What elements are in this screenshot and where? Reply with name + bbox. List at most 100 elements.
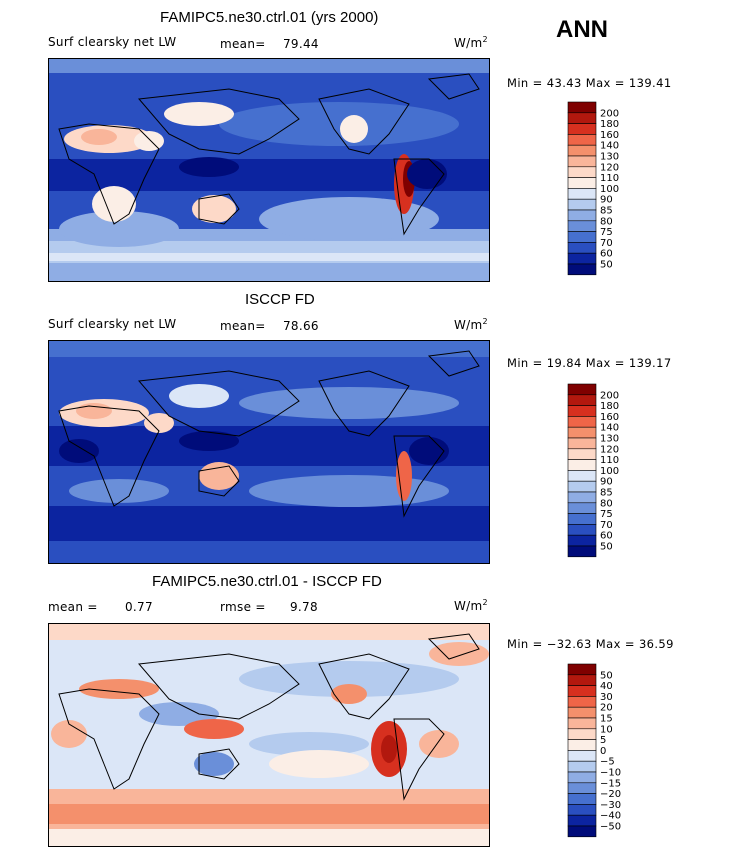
colorbar-label: 5 — [600, 735, 606, 746]
colorbar-label: 40 — [600, 681, 613, 692]
colorbar-swatch — [567, 123, 597, 135]
colorbar-label: 50 — [600, 542, 613, 553]
colorbar-label: 80 — [600, 216, 613, 227]
colorbar-swatch — [567, 188, 597, 200]
colorbar-swatch — [567, 470, 597, 482]
colorbar-swatch — [567, 739, 597, 751]
colorbar-label: 60 — [600, 531, 613, 542]
colorbar-swatch — [567, 760, 597, 773]
colorbar-swatch — [567, 459, 597, 471]
colorbar-label: 110 — [600, 173, 619, 184]
panel-mean-label: mean = — [48, 600, 98, 614]
colorbar-label: 140 — [600, 141, 619, 152]
colorbar-label: 70 — [600, 238, 613, 249]
colorbar-label: 75 — [600, 509, 613, 520]
panel-rmse-value: 9.78 — [290, 600, 318, 614]
colorbar-swatch — [567, 814, 597, 827]
colorbar-label: 160 — [600, 412, 619, 423]
panel-rmse-label: rmse = — [220, 600, 266, 614]
colorbar-label: 85 — [600, 206, 613, 217]
panel-units: W/m2 — [454, 35, 488, 50]
colorbar-label: 0 — [600, 746, 606, 757]
colorbar: 50 40 30 20 15 10 5 0 −5 −10 −15 −20 −30 −40 −50 — [567, 663, 637, 842]
colorbar-label: 130 — [600, 152, 619, 163]
colorbar-label: −30 — [600, 800, 621, 811]
colorbar-swatch — [567, 685, 597, 697]
panel-variable: Surf clearsky net LW — [48, 317, 177, 331]
colorbar-label: 85 — [600, 488, 613, 499]
colorbar-swatch — [567, 771, 597, 784]
colorbar-label: 10 — [600, 724, 613, 735]
colorbar-label: 60 — [600, 249, 613, 260]
colorbar-swatch — [567, 405, 597, 417]
colorbar-label: 180 — [600, 401, 619, 412]
map-field — [49, 624, 489, 846]
colorbar-label: 70 — [600, 520, 613, 531]
colorbar-label: 130 — [600, 434, 619, 445]
colorbar-swatch — [567, 524, 597, 536]
colorbar-swatch — [567, 545, 597, 558]
colorbar-label: 80 — [600, 498, 613, 509]
colorbar-swatch — [567, 231, 597, 243]
panel-minmax: Min = 19.84 Max = 139.17 — [507, 356, 672, 370]
colorbar-swatch — [567, 263, 597, 276]
colorbar-swatch — [567, 155, 597, 168]
colorbar-label: 120 — [600, 162, 619, 173]
colorbar-label: 30 — [600, 692, 613, 703]
panel-mean-value: 79.44 — [283, 37, 319, 51]
colorbar: 200 180 160 140 130 120 110 100 90 85 80 75 70 60 50 — [567, 383, 637, 562]
colorbar-swatch — [567, 674, 597, 686]
colorbar-label: 50 — [600, 260, 613, 271]
panel-mean-label: mean= — [220, 37, 266, 51]
colorbar-label: 140 — [600, 423, 619, 434]
colorbar-label: −15 — [600, 778, 621, 789]
panel-units: W/m2 — [454, 317, 488, 332]
colorbar-swatch — [567, 198, 597, 211]
colorbar-label: −5 — [600, 757, 615, 768]
panel-minmax: Min = −32.63 Max = 36.59 — [507, 637, 674, 651]
colorbar-label: 200 — [600, 390, 619, 401]
panel-title: FAMIPC5.ne30.ctrl.01 (yrs 2000) — [160, 9, 379, 26]
colorbar-label: 75 — [600, 227, 613, 238]
colorbar-label: 15 — [600, 714, 613, 725]
colorbar-swatch — [567, 782, 597, 794]
colorbar-swatch — [567, 793, 597, 805]
map-model — [48, 58, 490, 282]
map-diff — [48, 623, 490, 847]
colorbar-label: 100 — [600, 466, 619, 477]
colorbar-swatch — [567, 750, 597, 762]
colorbar-swatch — [567, 513, 597, 525]
colorbar-label: 200 — [600, 108, 619, 119]
colorbar-swatch — [567, 728, 597, 740]
map-field — [49, 341, 489, 563]
colorbar-swatch — [567, 112, 597, 124]
colorbar-label: 90 — [600, 195, 613, 206]
colorbar-swatch — [567, 706, 597, 719]
colorbar-label: 20 — [600, 703, 613, 714]
colorbar-swatch — [567, 480, 597, 493]
map-field — [49, 59, 489, 281]
panel-variable: Surf clearsky net LW — [48, 35, 177, 49]
panel-mean-value: 0.77 — [125, 600, 153, 614]
colorbar-label: 100 — [600, 184, 619, 195]
colorbar-swatch — [567, 804, 597, 816]
colorbar-swatch — [567, 144, 597, 157]
colorbar-swatch — [567, 534, 597, 547]
colorbar-swatch — [567, 177, 597, 189]
colorbar-swatch — [567, 252, 597, 265]
colorbar-swatch — [567, 166, 597, 178]
colorbar-swatch — [567, 416, 597, 428]
colorbar-swatch — [567, 383, 597, 396]
panel-mean-value: 78.66 — [283, 319, 319, 333]
colorbar-label: 160 — [600, 130, 619, 141]
panel-units: W/m2 — [454, 598, 488, 613]
colorbar-swatch — [567, 448, 597, 460]
panel-title: FAMIPC5.ne30.ctrl.01 - ISCCP FD — [152, 573, 382, 590]
colorbar-label: −40 — [600, 811, 621, 822]
colorbar-label: −10 — [600, 768, 621, 779]
season-label: ANN — [556, 16, 608, 43]
colorbar-label: 180 — [600, 119, 619, 130]
